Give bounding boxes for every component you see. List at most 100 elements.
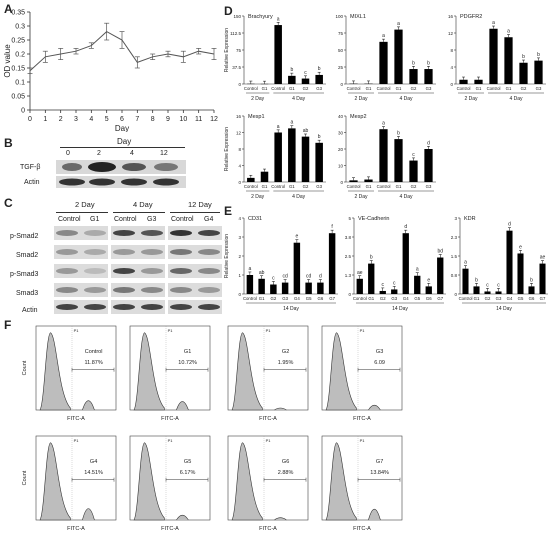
histogram-second-peak [274,407,287,411]
blot-group-12day: 12 Day [188,200,212,209]
positive-percentage: 6.09 [374,360,385,366]
blot-band [56,249,78,255]
blot-image-b [56,160,186,188]
bar [317,282,324,294]
chart-title: Mesp2 [350,114,367,120]
significance-letter: b [412,60,415,66]
blot-band [170,287,192,293]
bar [364,179,373,182]
bar [517,253,524,294]
y-tick-label: 112.5 [230,31,241,36]
y-tick-label: 16 [236,114,242,119]
x-tick-label: G1 [366,184,372,189]
y-tick-label: 2.5 [345,254,352,259]
chart-title: CD31 [248,216,262,222]
bar [246,275,254,294]
y-tick-label: 0.3 [15,24,25,31]
flow-histogram-g6: P1 G6 2.88% FITC-A [227,435,309,532]
blot-lane-control-2: Control [114,216,137,223]
significance-letter: c [393,280,396,286]
blot-band [141,230,163,236]
blot-row-strip [54,264,108,278]
y-tick-label: 10 [338,163,344,168]
significance-letter: a [277,16,280,22]
x-tick-label: G1 [366,86,372,91]
x-tick-label: G1 [262,184,268,189]
group-label: 4 Day [509,96,523,102]
bar [379,129,388,182]
bar [368,263,375,294]
gate-label: P1 [360,328,366,333]
x-tick-label: Control [243,296,257,301]
y-tick-label: 50 [338,48,344,53]
significance-letter: ae [357,270,363,276]
x-tick-label: G2 [521,86,527,91]
gate-label: P1 [74,438,80,443]
x-axis-label: FITC-A [161,416,179,422]
y-tick-label: 0 [348,292,351,297]
blot-group-4day: 4 Day [133,200,153,209]
bar [424,149,433,182]
blot-band [198,230,220,236]
significance-letter: c [497,282,500,288]
x-tick-label: Control [377,184,391,189]
blot-lane-4: 4 [130,150,134,157]
significance-letter: b [318,66,321,72]
bar [459,79,468,84]
bar [258,278,265,294]
bar [315,142,323,182]
histogram-main-peak [133,442,165,521]
panel-letter-d: D [224,4,233,18]
significance-letter: b [537,52,540,58]
panel-letter-a: A [4,2,13,16]
x-tick-label: G1 [396,86,402,91]
significance-letter: a [492,20,495,26]
histogram-main-peak [231,332,263,411]
positive-percentage: 11.87% [84,360,102,366]
bar [539,263,546,294]
group-label: 2 Day [251,96,265,102]
x-tick-label: Control [457,86,471,91]
y-axis-label: Count [22,360,28,375]
blot-band [56,230,78,236]
y-tick-label: 0 [454,292,457,297]
gate-label: P1 [168,438,174,443]
x-tick-label: G2 [303,86,309,91]
bar [274,25,282,84]
x-tick-label: G4 [507,296,513,301]
x-axis-label: FITC-A [259,416,277,422]
bar [260,171,269,182]
significance-letter: e [295,234,298,240]
positive-percentage: 14.51% [84,470,103,476]
x-tick-label: Control [271,86,285,91]
significance-letter: ae [540,255,546,261]
significance-letter: cd [282,274,288,280]
y-tick-label: 0 [450,82,453,87]
y-tick-label: 4 [238,163,241,168]
blot-row-strip [111,264,165,278]
x-tick-label: G3 [426,86,432,91]
x-tick-label: Control [244,184,258,189]
x-tick-label: G3 [316,86,322,91]
y-axis-label: Relative Expression [224,234,230,278]
bar-chart-ve-cadherin: 01.32.53.85 VE-CadherinaeControlbG1cG2cG3… [345,216,446,312]
blot-band [84,249,106,255]
blot-row-strip [54,300,108,314]
significance-letter: c [412,152,415,158]
significance-letter: e [427,277,430,283]
chart-title: KDR [464,216,476,222]
blot-band [198,304,220,310]
significance-letter: d [508,222,511,228]
y-tick-label: 75 [236,48,242,53]
group-label: 4 Day [292,194,306,200]
x-tick-label: 2 [59,116,63,123]
significance-letter: cd [306,274,312,280]
x-axis-label: FITC-A [161,526,179,532]
x-tick-label: G3 [316,184,322,189]
y-tick-label: 0 [340,82,343,87]
blot-lane-g1: G1 [90,216,100,223]
blot-band [198,268,220,274]
blot-band [56,287,78,293]
blot-group-2day: 2 Day [75,200,95,209]
histogram-second-peak [176,514,189,521]
